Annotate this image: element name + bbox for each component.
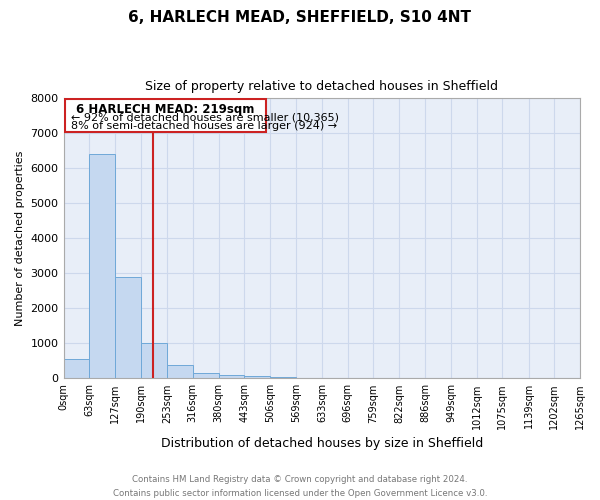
Bar <box>244 376 270 378</box>
Title: Size of property relative to detached houses in Sheffield: Size of property relative to detached ho… <box>145 80 498 93</box>
Bar <box>141 344 167 378</box>
Bar <box>89 154 115 378</box>
Bar <box>270 377 296 378</box>
X-axis label: Distribution of detached houses by size in Sheffield: Distribution of detached houses by size … <box>161 437 483 450</box>
Text: 6, HARLECH MEAD, SHEFFIELD, S10 4NT: 6, HARLECH MEAD, SHEFFIELD, S10 4NT <box>128 10 472 25</box>
Bar <box>64 359 89 378</box>
Bar <box>218 375 244 378</box>
Bar <box>167 366 193 378</box>
Bar <box>193 372 218 378</box>
Bar <box>115 277 141 378</box>
Y-axis label: Number of detached properties: Number of detached properties <box>15 150 25 326</box>
Text: ← 92% of detached houses are smaller (10,365): ← 92% of detached houses are smaller (10… <box>71 112 339 122</box>
Text: 6 HARLECH MEAD: 219sqm: 6 HARLECH MEAD: 219sqm <box>76 102 255 116</box>
Text: Contains HM Land Registry data © Crown copyright and database right 2024.
Contai: Contains HM Land Registry data © Crown c… <box>113 476 487 498</box>
Text: 8% of semi-detached houses are larger (924) →: 8% of semi-detached houses are larger (9… <box>71 120 337 130</box>
Bar <box>65 99 266 132</box>
